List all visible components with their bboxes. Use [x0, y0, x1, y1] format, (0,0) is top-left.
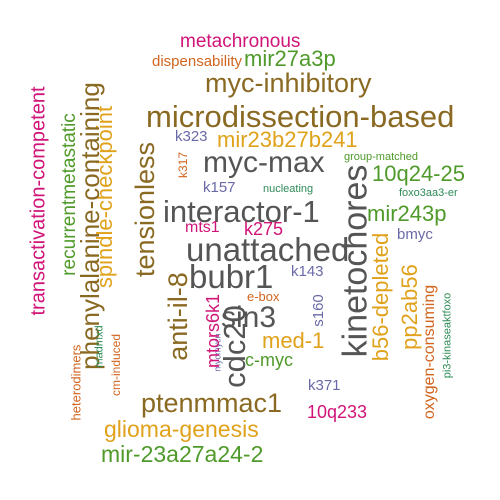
word-e-box: e-box [247, 289, 280, 304]
word-foxo3aa3-er: foxo3aa3-er [399, 187, 458, 199]
word-cm-induced: cm-induced [109, 333, 124, 397]
word-k157: k157 [203, 179, 236, 196]
word-myc-max: myc-max [203, 146, 325, 179]
word-s160: s160 [309, 294, 327, 327]
word-k317: k317 [176, 151, 191, 179]
word-k323: k323 [175, 128, 208, 145]
word-bubr1: bubr1 [189, 258, 274, 295]
word-mir243p: mir243p [367, 201, 447, 226]
word-k143: k143 [291, 263, 324, 280]
word-group-matched: group-matched [344, 151, 418, 163]
word-transactivation-competent: transactivation-competent [27, 86, 50, 316]
word-tensionless: tensionless [130, 141, 161, 278]
word-ptenmmac1: ptenmmac1 [141, 388, 283, 418]
word-k371: k371 [308, 377, 341, 394]
word-k275: k275 [244, 219, 284, 239]
word-anti-il-8: anti-il-8 [162, 272, 193, 361]
word-10q233: 10q233 [307, 402, 368, 422]
word-madmxd: madmxd [93, 325, 106, 368]
word-bmyc: bmyc [397, 226, 433, 243]
word-mir27a3p: mir27a3p [244, 46, 336, 71]
word-oxygen-consuming: oxygen-consuming [421, 284, 439, 420]
word-mir-23a27a24-2: mir-23a27a24-2 [101, 441, 264, 467]
word-microdissection-based: microdissection-based [146, 99, 455, 134]
word-cdc20: cdc20 [216, 305, 252, 388]
word-interactor-1: interactor-1 [163, 194, 320, 229]
word-med-1: med-1 [262, 328, 325, 353]
word-unattached: unattached [186, 231, 350, 268]
word-heterodimers: heterodimers [68, 344, 84, 421]
word-c-myc: c-myc [245, 350, 293, 370]
word-myc-inhibitory: myc-inhibitory [205, 68, 372, 98]
word-b56-depleted: b56-depleted [368, 232, 394, 362]
word-nucleating: nucleating [263, 183, 314, 195]
word-mts1: mts1 [185, 219, 220, 236]
word-mir23b27b241: mir23b27b241 [217, 127, 358, 152]
word-glioma-genesis: glioma-genesis [104, 416, 259, 442]
word-metachronous: metachronous [180, 31, 301, 52]
word-dispensability: dispensability [152, 53, 243, 70]
word-pi3-kinaseaktfoxo: pi3-kinaseaktfoxo [441, 292, 454, 379]
word-sin3: sin3 [221, 301, 277, 334]
word-10q24-25: 10q24-25 [372, 161, 465, 186]
word-pp2ab56: pp2ab56 [396, 264, 422, 350]
